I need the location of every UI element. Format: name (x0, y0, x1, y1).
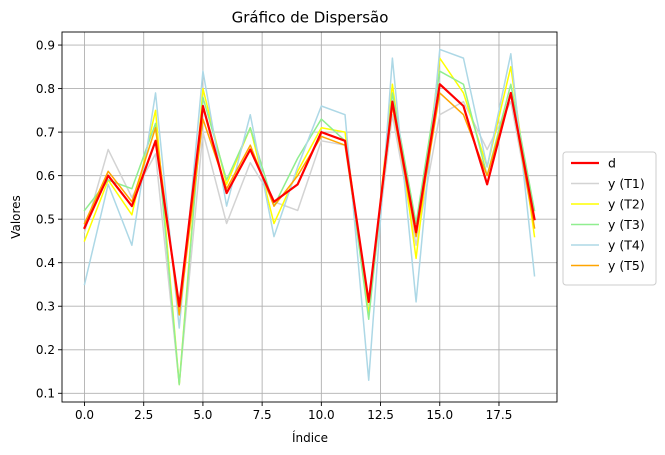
series-group (83, 48, 536, 386)
plot-area-frame (61, 31, 558, 403)
y-tick-label: 0.7 (36, 125, 55, 139)
x-tick-label: 15.0 (426, 408, 453, 422)
series-line-y-t4 (83, 48, 536, 381)
y-tick-label: 0.6 (36, 169, 55, 183)
legend-frame (562, 151, 657, 286)
series-line-y-t1 (83, 100, 536, 386)
legend-label-y-t3: y (T3) (608, 217, 645, 232)
axis-ticks: 0.0 2.5 5.0 7.5 10.0 12.5 15.0 17.5 0.1 0.2 0.3 0.4… (36, 38, 512, 422)
chart-title: Gráfico de Dispersão (232, 9, 389, 27)
x-tick-label: 10.0 (308, 408, 335, 422)
x-tick-label: 7.5 (253, 408, 272, 422)
series-line-y-t2 (83, 57, 536, 386)
y-axis-label: Valores (9, 195, 23, 239)
series-line-d (83, 83, 536, 308)
x-axis-label: Índice (292, 430, 328, 445)
legend-label-y-t5: y (T5) (608, 258, 645, 273)
x-tick-label: 5.0 (193, 408, 212, 422)
y-tick-label: 0.9 (36, 38, 55, 52)
legend-label-y-t4: y (T4) (608, 238, 645, 253)
legend-label-y-t1: y (T1) (608, 176, 645, 191)
y-tick-label: 0.5 (36, 212, 55, 226)
x-tick-label: 17.5 (486, 408, 513, 422)
y-tick-label: 0.8 (36, 82, 55, 96)
x-tick-label: 0.0 (75, 408, 94, 422)
legend-label-d: d (608, 156, 616, 171)
legend-label-y-t2: y (T2) (608, 197, 645, 212)
y-tick-label: 0.3 (36, 300, 55, 314)
y-tick-label: 0.1 (36, 387, 55, 401)
y-tick-label: 0.4 (36, 256, 55, 270)
y-tick-label: 0.2 (36, 343, 55, 357)
x-tick-label: 2.5 (134, 408, 153, 422)
legend: d y (T1) y (T2) y (T3) y (T4) y (T5) (562, 151, 657, 286)
x-tick-label: 12.5 (367, 408, 394, 422)
